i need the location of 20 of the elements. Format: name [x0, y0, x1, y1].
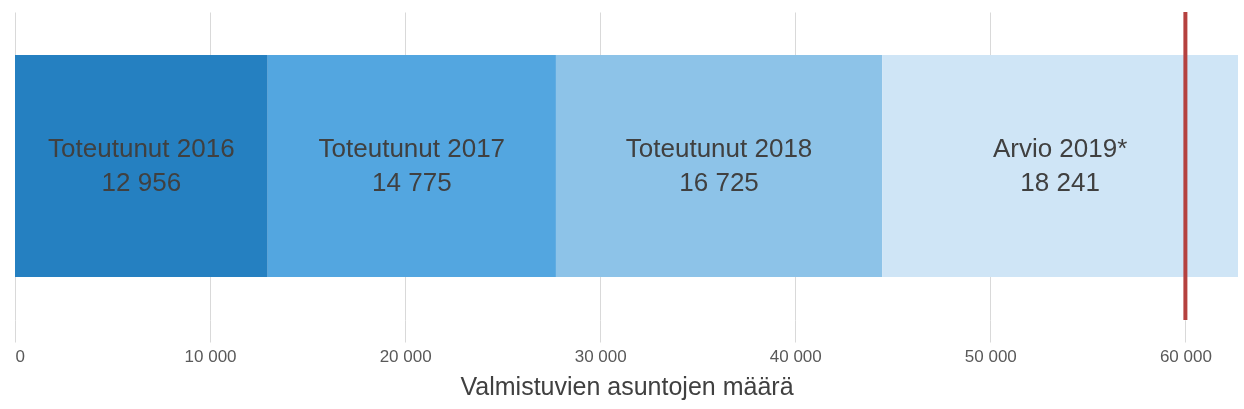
series-label: Toteutunut 2018: [625, 133, 813, 163]
bar: [267, 55, 556, 277]
x-tick-label: 10 000: [184, 346, 237, 366]
bar: [555, 55, 883, 277]
x-tick-label: 40 000: [769, 346, 822, 366]
bar: [15, 55, 268, 277]
x-tick-label: 60 000: [1159, 346, 1212, 366]
x-tick-label: 20 000: [379, 346, 432, 366]
series-label: Toteutunut 2017: [318, 133, 506, 163]
series-label: Arvio 2019*: [992, 133, 1128, 163]
series-label: Toteutunut 2016: [48, 133, 235, 163]
data-label: 14 775: [372, 167, 452, 197]
x-tick-label: 30 000: [574, 346, 627, 366]
x-tick-label: 50 000: [964, 346, 1017, 366]
data-label: 12 956: [101, 167, 182, 197]
x-tick-label: 0: [15, 346, 25, 366]
data-label: 18 241: [1020, 167, 1100, 197]
data-label: 16 725: [679, 167, 759, 197]
x-axis-title: Valmistuvien asuntojen määrä: [460, 371, 794, 400]
bar: [882, 55, 1238, 277]
